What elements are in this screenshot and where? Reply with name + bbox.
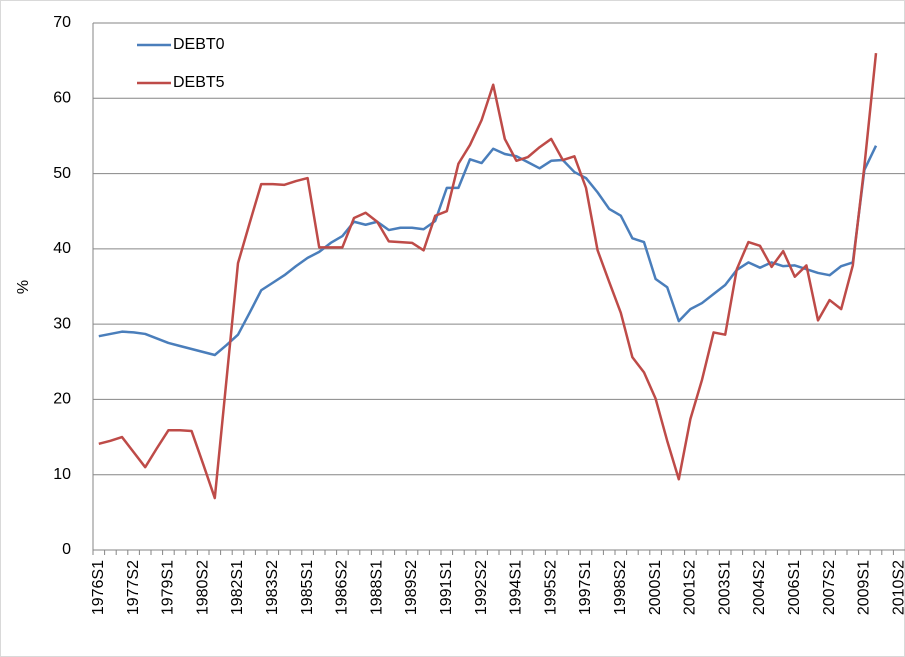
x-tick-label: 2007S2 bbox=[821, 560, 838, 615]
x-tick-label: 2003S1 bbox=[716, 560, 733, 615]
x-tick-label: 1995S2 bbox=[542, 560, 559, 615]
x-tick-label: 2010S2 bbox=[890, 560, 905, 615]
y-tick-label: 30 bbox=[53, 315, 71, 332]
x-tick-label: 2004S2 bbox=[751, 560, 768, 615]
x-tick-label: 1976S1 bbox=[90, 560, 107, 615]
x-tick-label: 1988S1 bbox=[368, 560, 385, 615]
x-tick-label: 1994S1 bbox=[508, 560, 525, 615]
legend-label: DEBT5 bbox=[173, 74, 225, 91]
legend-label: DEBT0 bbox=[173, 36, 225, 53]
x-tick-label: 1985S1 bbox=[299, 560, 316, 615]
y-tick-label: 0 bbox=[62, 541, 71, 558]
x-tick-label: 1977S2 bbox=[125, 560, 142, 615]
y-tick-label: 60 bbox=[53, 90, 71, 107]
y-tick-label: 10 bbox=[53, 466, 71, 483]
y-tick-label: 50 bbox=[53, 165, 71, 182]
x-tick-label: 1982S1 bbox=[229, 560, 246, 615]
x-tick-label: 2001S2 bbox=[682, 560, 699, 615]
x-tick-label: 2006S1 bbox=[786, 560, 803, 615]
x-tick-label: 1983S2 bbox=[264, 560, 281, 615]
x-tick-label: 1991S1 bbox=[438, 560, 455, 615]
x-tick-label: 1980S2 bbox=[194, 560, 211, 615]
y-tick-label: 40 bbox=[53, 240, 71, 257]
x-tick-label: 2009S1 bbox=[856, 560, 873, 615]
y-axis-label: % bbox=[15, 280, 32, 294]
x-tick-label: 2000S1 bbox=[647, 560, 664, 615]
data-line bbox=[98, 145, 878, 357]
y-tick-label: 70 bbox=[53, 14, 71, 31]
x-tick-label: 1992S2 bbox=[473, 560, 490, 615]
x-tick-label: 1986S2 bbox=[334, 560, 351, 615]
x-tick-label: 1998S2 bbox=[612, 560, 629, 615]
x-tick-label: 1997S1 bbox=[577, 560, 594, 615]
y-tick-label: 20 bbox=[53, 391, 71, 408]
x-tick-label: 1979S1 bbox=[160, 560, 177, 615]
data-line bbox=[98, 52, 878, 500]
x-tick-label: 1989S2 bbox=[403, 560, 420, 615]
